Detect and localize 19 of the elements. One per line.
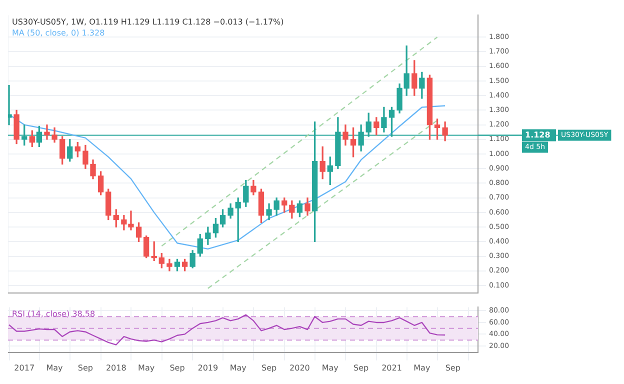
x-tick-label: 2021 xyxy=(382,363,402,372)
x-tick-label: Sep xyxy=(261,363,277,372)
x-tick-label: Sep xyxy=(354,363,369,372)
x-tick-label: May xyxy=(138,363,155,372)
x-tick-label: May xyxy=(322,363,339,372)
x-tick-label: May xyxy=(414,363,430,372)
x-tick-label: 2020 xyxy=(290,363,310,372)
x-tick-label: Sep xyxy=(170,363,185,372)
x-tick-label: 2017 xyxy=(14,363,35,372)
x-tick-label: Sep xyxy=(445,363,460,372)
chart-title: US30Y-US05Y, 1W, O1.119 H1.129 L1.119 C1.128 −0.013 (−1.17%) xyxy=(12,17,284,26)
x-tick-label: Sep xyxy=(78,363,93,372)
x-tick-label: 2019 xyxy=(198,363,218,372)
x-tick-label: May xyxy=(230,363,247,372)
series-label: RSI (14, close) 38.58 xyxy=(12,309,96,318)
x-tick-label: May xyxy=(46,363,64,372)
text: MA (50, close, 0) 1.328 xyxy=(12,28,105,38)
x-tick-label: 2018 xyxy=(106,363,126,372)
ref-line-label: 1.128 xyxy=(525,130,551,140)
